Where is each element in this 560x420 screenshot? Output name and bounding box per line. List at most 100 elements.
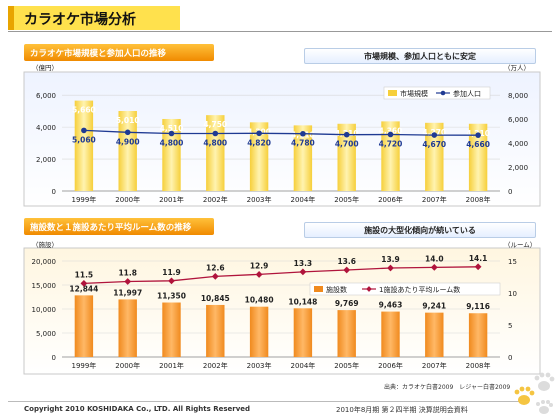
y-tick-right: 4,000 bbox=[508, 140, 528, 148]
legend-swatch-bar bbox=[388, 90, 397, 96]
section-heading-facilities: 施設数と１施設あたり平均ルーム数の推移 bbox=[24, 218, 214, 235]
y-tick-left: 0 bbox=[52, 188, 56, 196]
bar bbox=[293, 308, 313, 357]
callout-facilities: 施設の大型化傾向が続いている bbox=[304, 222, 536, 238]
x-tick-label: 2001年 bbox=[159, 361, 184, 370]
bar bbox=[162, 302, 181, 357]
page-title: カラオケ市場分析 bbox=[24, 12, 136, 28]
line-point bbox=[430, 264, 438, 271]
legend-label-bar: 市場規模 bbox=[400, 89, 428, 98]
y-tick-left: 15,000 bbox=[32, 282, 57, 290]
series-line bbox=[83, 129, 479, 136]
line-point bbox=[387, 131, 394, 138]
bar bbox=[249, 122, 269, 191]
line-point bbox=[124, 129, 131, 136]
line-value-label: 11.5 bbox=[75, 270, 94, 279]
title-box: カラオケ市場分析 bbox=[8, 6, 180, 30]
line-point bbox=[300, 130, 306, 137]
bar-value-label: 11,997 bbox=[113, 288, 142, 297]
y-tick-left: 0 bbox=[52, 354, 56, 362]
bar bbox=[425, 122, 444, 191]
x-tick-label: 2005年 bbox=[334, 361, 359, 370]
bar-value-label: 4,510 bbox=[160, 124, 184, 133]
series-line bbox=[83, 266, 479, 285]
x-tick-label: 2002年 bbox=[203, 361, 228, 370]
bar-value-label: 11,350 bbox=[157, 292, 186, 301]
x-tick-label: 2004年 bbox=[290, 361, 315, 370]
x-tick-label: 2008年 bbox=[466, 195, 491, 204]
bar bbox=[249, 306, 269, 357]
line-point bbox=[168, 130, 175, 137]
legend-label-line: 参加人口 bbox=[453, 89, 481, 98]
y-axis-unit-right: （ルーム） bbox=[504, 241, 536, 249]
y-tick-right: 10 bbox=[508, 290, 517, 298]
bar-value-label: 5,010 bbox=[116, 116, 140, 125]
bar-value-label: 10,845 bbox=[201, 294, 230, 303]
bar-value-label: 9,463 bbox=[379, 301, 403, 310]
y-axis-unit-left: （億円） bbox=[32, 63, 58, 72]
x-tick-label: 2004年 bbox=[290, 195, 315, 204]
bar-value-label: 10,480 bbox=[245, 296, 274, 305]
bar bbox=[118, 299, 137, 357]
y-tick-right: 8,000 bbox=[508, 92, 528, 100]
bar-value-label: 9,769 bbox=[335, 299, 359, 308]
bar-value-label: 4,360 bbox=[379, 126, 403, 135]
bar bbox=[468, 313, 488, 357]
y-tick-right: 6,000 bbox=[508, 116, 528, 124]
x-tick-label: 2002年 bbox=[203, 195, 228, 204]
line-value-label: 13.9 bbox=[381, 255, 400, 264]
bar-value-label: 9,241 bbox=[422, 302, 446, 311]
y-tick-right: 0 bbox=[508, 188, 512, 196]
y-axis-unit-left: （施設） bbox=[32, 240, 58, 249]
bar bbox=[293, 125, 313, 191]
x-tick-label: 1999年 bbox=[71, 361, 96, 370]
line-value-label: 4,900 bbox=[116, 137, 140, 146]
bar-value-label: 12,844 bbox=[69, 284, 98, 293]
line-value-label: 14.1 bbox=[469, 254, 488, 263]
line-point bbox=[255, 271, 263, 278]
y-tick-left: 4,000 bbox=[36, 124, 56, 132]
bar bbox=[337, 123, 356, 191]
line-value-label: 4,660 bbox=[466, 140, 490, 149]
line-value-label: 12.6 bbox=[206, 263, 225, 272]
y-tick-left: 10,000 bbox=[32, 306, 57, 314]
x-tick-label: 2003年 bbox=[247, 361, 272, 370]
line-point bbox=[431, 132, 438, 138]
line-value-label: 13.3 bbox=[294, 259, 313, 268]
bar-value-label: 4,750 bbox=[203, 120, 227, 129]
legend-marker bbox=[440, 90, 446, 96]
x-tick-label: 2006年 bbox=[378, 361, 403, 370]
paw-prints-icon bbox=[514, 372, 555, 414]
x-tick-label: 2003年 bbox=[247, 195, 272, 204]
market-chart-panel: 0 2,000 4,000 6,000 0 2,000 4,000 6,000 8,000 （億円… bbox=[0, 60, 560, 212]
plot-area bbox=[23, 247, 541, 375]
line-value-label: 4,820 bbox=[247, 138, 271, 147]
line-value-label: 4,670 bbox=[422, 140, 446, 149]
bar-value-label: 5,660 bbox=[72, 106, 96, 115]
line-point bbox=[343, 131, 350, 138]
y-tick-left: 6,000 bbox=[36, 92, 56, 100]
y-tick-right: 5 bbox=[508, 322, 512, 330]
document-label: 2010年8月期 第２四半期 決算説明会資料 bbox=[336, 406, 468, 414]
y-tick-right: 0 bbox=[508, 354, 512, 362]
line-point bbox=[475, 132, 481, 138]
y-tick-left: 5,000 bbox=[36, 330, 56, 338]
x-tick-label: 1999年 bbox=[71, 195, 96, 204]
legend-label-bar: 施設数 bbox=[326, 285, 347, 294]
source-note: 出典：カラオケ白書2009 レジャー白書2009 bbox=[384, 384, 511, 391]
line-point bbox=[212, 130, 219, 137]
x-tick-label: 2007年 bbox=[422, 195, 447, 204]
facility-count-chart: 0 5,000 10,000 15,000 20,000 0 5 10 15 （施設） （ルーム） 1… bbox=[23, 240, 541, 375]
line-value-label: 12.9 bbox=[250, 261, 269, 270]
line-value-label: 11.9 bbox=[162, 268, 181, 277]
bar bbox=[425, 312, 444, 357]
callout-market: 市場規模、参加人口ともに安定 bbox=[304, 48, 536, 64]
bar bbox=[74, 295, 94, 357]
y-tick-left: 20,000 bbox=[32, 258, 57, 266]
bar bbox=[468, 123, 488, 191]
x-tick-label: 2001年 bbox=[159, 195, 184, 204]
line-value-label: 4,800 bbox=[203, 139, 227, 148]
bar bbox=[381, 121, 400, 191]
line-point bbox=[474, 263, 482, 271]
x-tick-label: 2000年 bbox=[115, 361, 140, 370]
